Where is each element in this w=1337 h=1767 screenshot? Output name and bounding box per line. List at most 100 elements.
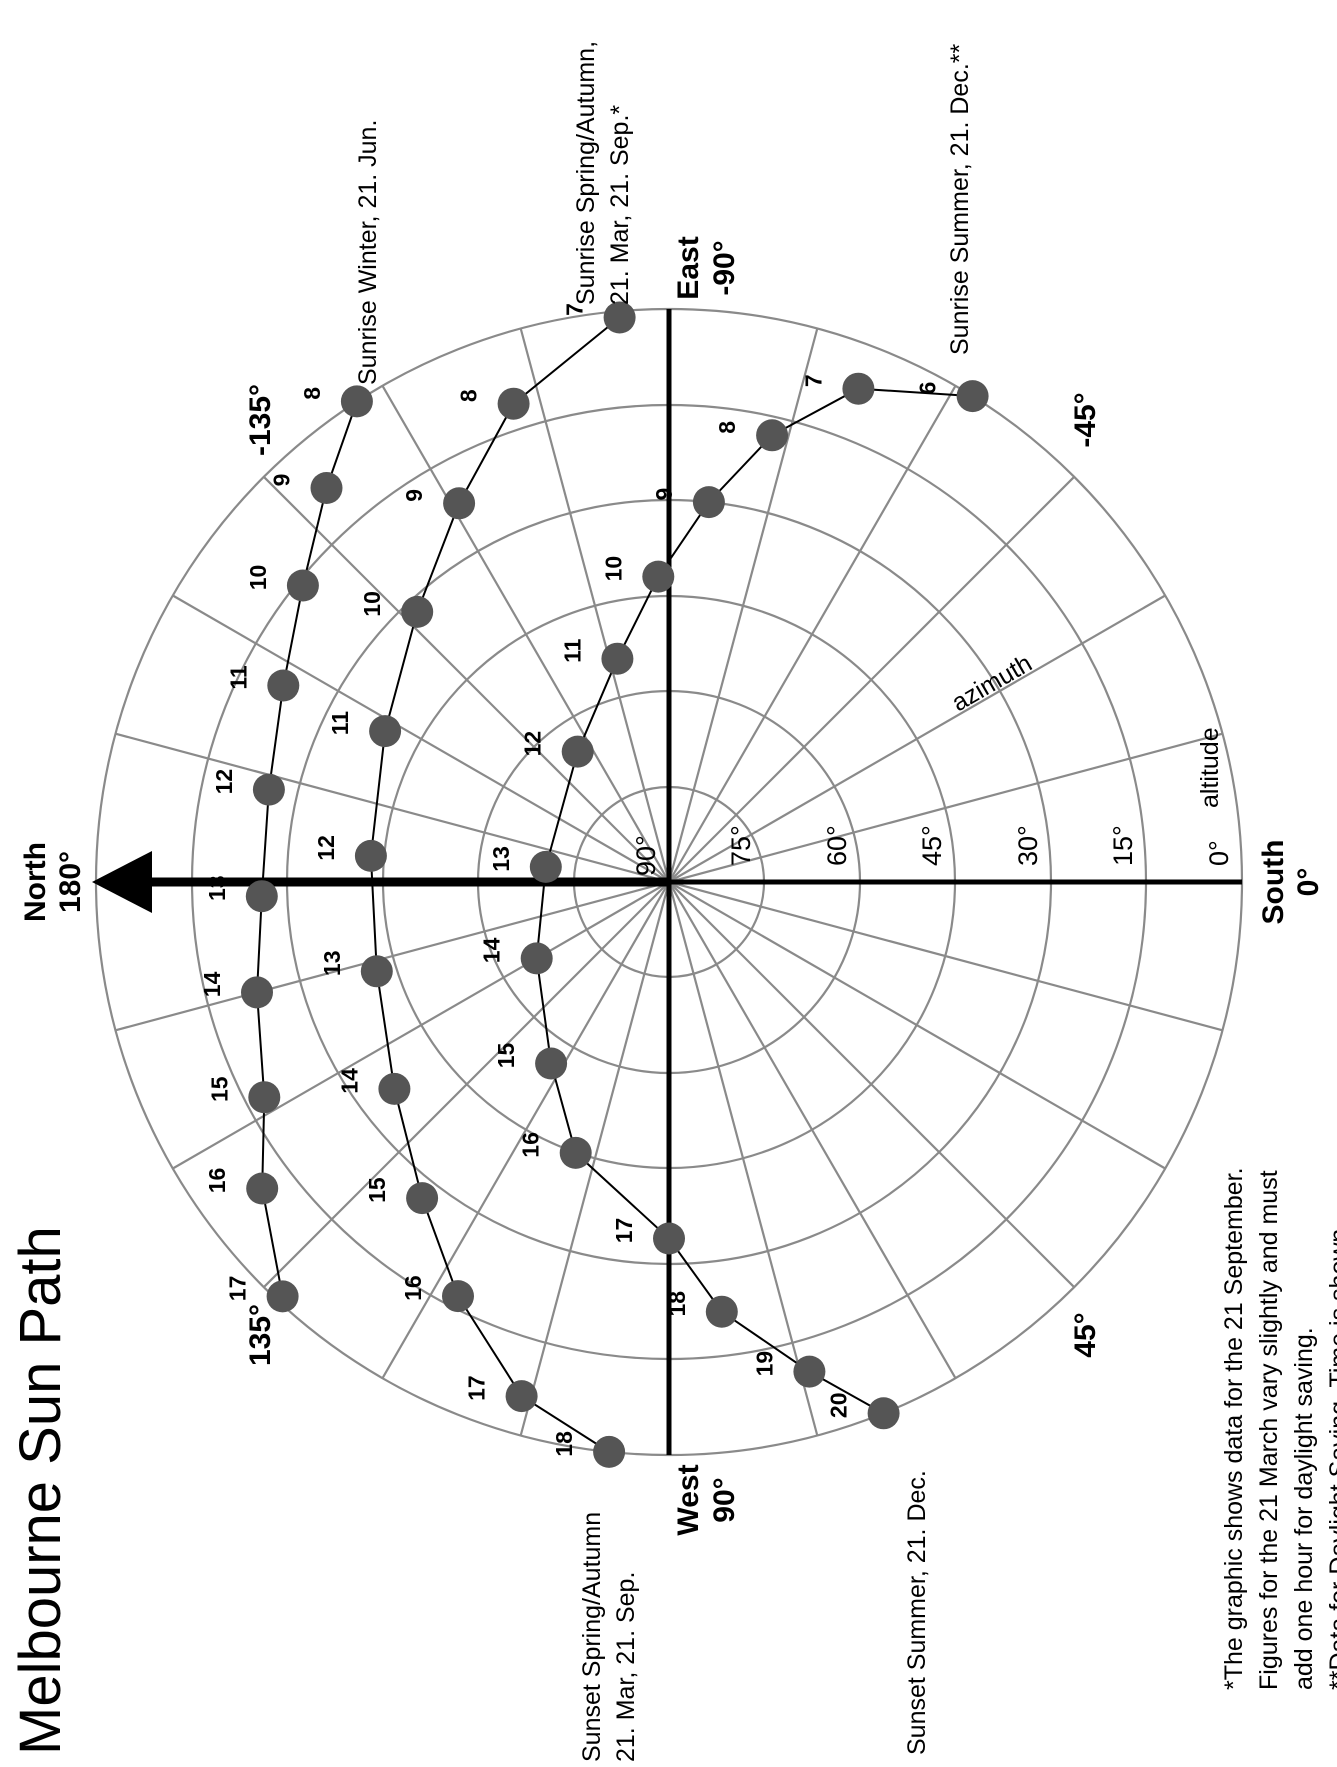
sun-position-marker	[520, 942, 553, 975]
sun-position-marker	[529, 850, 562, 883]
hour-label: 11	[327, 711, 353, 736]
sun-position-marker	[842, 372, 875, 405]
hour-label: 16	[204, 1168, 230, 1194]
sun-position-marker	[956, 380, 989, 413]
hour-label: 7	[800, 374, 826, 387]
sun-position-marker	[593, 1435, 626, 1468]
sun-position-marker	[793, 1355, 826, 1388]
azimuth-spoke	[263, 881, 670, 1288]
azimuth-spoke	[519, 881, 671, 1436]
sun-path-line	[255, 401, 358, 1297]
hour-label: 14	[336, 1068, 362, 1094]
hour-label: 11	[225, 665, 251, 690]
altitude-label-90: 90°	[631, 835, 661, 876]
sun-position-marker	[252, 773, 285, 806]
hour-label: 18	[551, 1431, 577, 1457]
footnote-line-4: **Data for Daylight Saving. Time is show…	[1325, 1229, 1337, 1690]
sun-position-marker	[443, 487, 476, 520]
se-degree-label: -45°	[1069, 392, 1102, 447]
azimuth-axis-label: azimuth	[947, 649, 1037, 717]
azimuth-spokes	[96, 309, 1242, 1455]
sun-position-marker	[266, 1280, 299, 1313]
sun-position-marker	[705, 1295, 738, 1328]
sun-position-marker	[401, 595, 434, 628]
sun-position-marker	[653, 1222, 685, 1255]
west-label: West	[672, 1464, 705, 1535]
sun-position-marker	[340, 385, 373, 418]
sun-position-marker	[286, 569, 319, 602]
hour-label: 11	[559, 638, 585, 663]
sun-position-marker	[241, 976, 273, 1009]
sun-position-marker	[248, 1081, 281, 1114]
sun-position-marker	[603, 301, 636, 334]
azimuth-spoke	[668, 881, 957, 1379]
sunset-summer-label: Sunset Summer, 21. Dec.	[903, 1470, 931, 1755]
sun-position-marker	[245, 880, 278, 913]
hour-label: 10	[359, 591, 385, 617]
hour-label: 12	[313, 835, 339, 861]
sunset-spring-label-line1: Sunset Spring/Autumn	[578, 1512, 606, 1762]
hour-label: 17	[225, 1276, 251, 1302]
hour-label: 14	[479, 937, 505, 963]
sun-position-marker	[406, 1182, 439, 1215]
altitude-label-15: 15°	[1108, 825, 1138, 866]
hour-label: 15	[364, 1177, 390, 1203]
south-label: South	[1257, 840, 1290, 925]
hour-label: 7	[562, 303, 588, 316]
hour-label: 15	[493, 1043, 519, 1069]
altitude-label-45: 45°	[917, 825, 947, 866]
hour-label: 13	[319, 951, 345, 977]
azimuth-spoke	[115, 880, 670, 1032]
sun-position-marker	[310, 472, 343, 504]
azimuth-spoke	[519, 328, 671, 883]
azimuth-spoke	[668, 594, 1166, 883]
sun-position-marker	[246, 1172, 279, 1205]
azimuth-spoke	[668, 880, 1223, 1032]
azimuth-spoke	[172, 881, 670, 1170]
sun-position-marker	[601, 642, 634, 675]
azimuth-spoke	[381, 385, 670, 883]
footnote-line-1: *The graphic shows data for the 21 Septe…	[1220, 1167, 1248, 1690]
sun-position-marker	[267, 669, 300, 702]
sun-position-marker	[561, 735, 594, 768]
sw-degree-label: 45°	[1069, 1312, 1102, 1357]
altitude-label-0: 0°	[1204, 840, 1234, 866]
sun-position-marker	[559, 1136, 592, 1169]
page-title: Melbourne Sun Path	[8, 1226, 73, 1755]
altitude-label-30: 30°	[1013, 825, 1043, 866]
sun-path-line	[369, 316, 621, 1453]
sun-position-marker	[497, 387, 530, 420]
hour-label: 9	[269, 474, 295, 487]
azimuth-spoke	[667, 881, 819, 1436]
hour-label: 16	[400, 1275, 426, 1301]
sun-position-marker	[360, 955, 393, 988]
sunrise-summer-label: Sunrise Summer, 21. Dec.**	[946, 43, 974, 355]
hour-label: 8	[714, 421, 740, 434]
north-arrow-icon	[92, 851, 152, 913]
azimuth-spoke	[667, 328, 819, 883]
sun-position-marker	[505, 1380, 538, 1413]
north-degree-label: 180°	[54, 851, 87, 913]
hour-label: 16	[518, 1132, 544, 1158]
nw-degree-label: 135°	[244, 1304, 277, 1366]
azimuth-spoke	[172, 594, 670, 883]
ne-degree-label: -135°	[244, 384, 277, 456]
hour-label: 6	[915, 382, 941, 395]
altitude-axis-label: altitude	[1196, 727, 1224, 808]
sun-position-marker	[354, 839, 387, 872]
hour-label: 17	[464, 1375, 490, 1401]
sunrise-spring-label-line2: 21. Mar, 21. Sep.*	[606, 105, 634, 305]
east-label: East	[672, 236, 705, 299]
sun-position-marker	[535, 1047, 568, 1080]
sun-position-marker	[642, 560, 675, 593]
sunrise-spring-label-line1: Sunrise Spring/Autumn,	[572, 41, 600, 305]
hour-label: 12	[520, 731, 546, 757]
hour-label: 20	[826, 1393, 852, 1419]
hour-label: 9	[401, 489, 427, 502]
west-degree-label: 90°	[708, 1477, 741, 1522]
hour-label: 10	[245, 565, 271, 591]
hour-label: 17	[611, 1218, 637, 1244]
azimuth-spoke	[668, 881, 1075, 1288]
hour-label: 9	[651, 488, 677, 501]
